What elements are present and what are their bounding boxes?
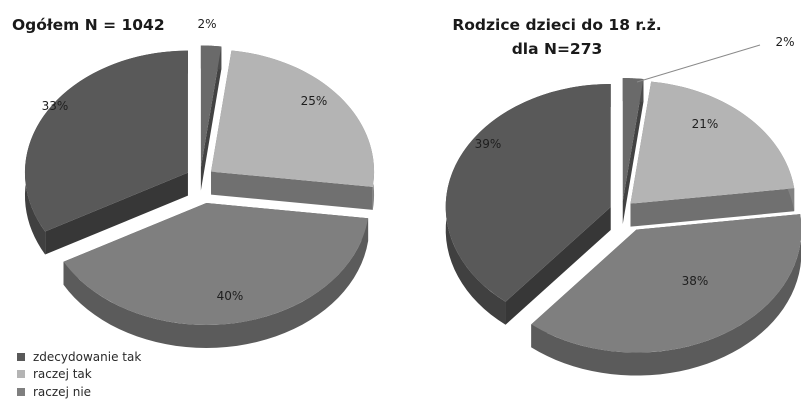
legend-label-zdecydowanie-tak: zdecydowanie tak bbox=[33, 350, 141, 364]
pie-slice-small-0 bbox=[622, 78, 644, 202]
legend: zdecydowanie tak raczej tak raczej nie bbox=[17, 350, 141, 399]
pie-slice-small-0 bbox=[200, 45, 222, 168]
chart-title-parents-line1: Rodzice dzieci do 18 r.ż. bbox=[452, 16, 661, 34]
pie-overall: 2% 25% 40% 33% bbox=[24, 17, 375, 348]
data-label-raczej-nie: 40% bbox=[217, 289, 244, 303]
legend-swatch-zdecydowanie-tak bbox=[17, 353, 25, 361]
pie-slice-zdecydowanie-tak bbox=[24, 50, 188, 232]
legend-label-raczej-tak: raczej tak bbox=[33, 367, 92, 381]
pie-slice-raczej-tak bbox=[630, 81, 795, 204]
pie-slice-raczej-nie bbox=[531, 214, 801, 353]
data-label-raczej-tak: 25% bbox=[301, 94, 328, 108]
chart-title-parents-line2: dla N=273 bbox=[512, 40, 603, 58]
pie-parents: 2% 21% 38% 39% bbox=[445, 35, 801, 376]
legend-label-raczej-nie: raczej nie bbox=[33, 385, 91, 399]
pie-slice-raczej-nie bbox=[63, 202, 369, 325]
pie-slice-zdecydowanie-tak bbox=[445, 83, 611, 302]
data-label-raczej-tak: 21% bbox=[692, 117, 719, 131]
data-label-small-0: 2% bbox=[197, 17, 216, 31]
leader-line bbox=[636, 44, 761, 83]
data-label-zdecydowanie-tak: 39% bbox=[475, 137, 502, 151]
data-label-small-0: 2% bbox=[775, 35, 794, 49]
chart-parents: 2% 21% 38% 39% Rodzice dzieci do 18 r.ż. dl… bbox=[445, 16, 801, 376]
chart-title-overall: Ogółem N = 1042 bbox=[12, 16, 165, 34]
chart-overall: 2% 25% 40% 33% Ogółem N = 1042 bbox=[12, 16, 375, 348]
pie-slice-raczej-tak bbox=[211, 50, 375, 187]
data-label-raczej-nie: 38% bbox=[682, 274, 709, 288]
data-label-zdecydowanie-tak: 33% bbox=[42, 99, 69, 113]
legend-swatch-raczej-tak bbox=[17, 370, 25, 378]
legend-swatch-raczej-nie bbox=[17, 388, 25, 396]
